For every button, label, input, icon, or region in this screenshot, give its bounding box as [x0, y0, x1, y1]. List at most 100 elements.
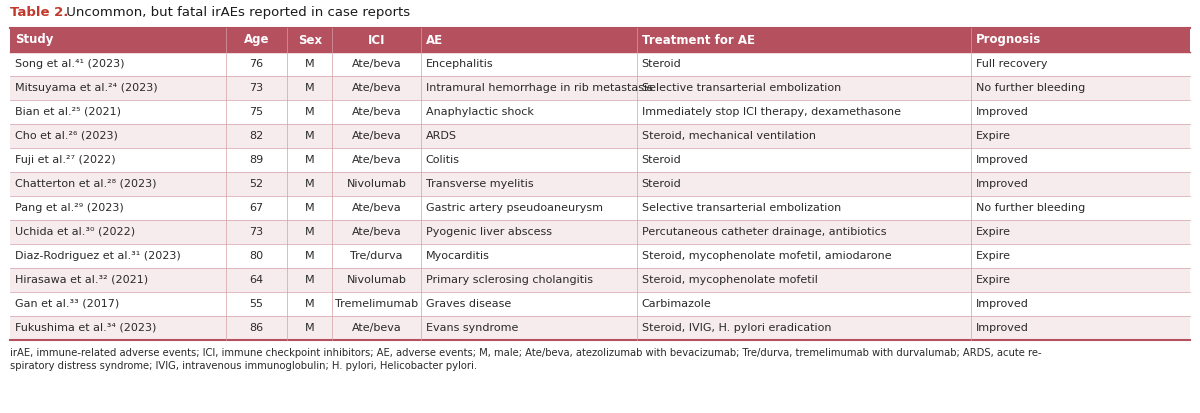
Text: Ate/beva: Ate/beva	[352, 131, 401, 141]
Text: Uchida et al.³⁰ (2022): Uchida et al.³⁰ (2022)	[14, 227, 136, 237]
Text: M: M	[305, 179, 314, 189]
Text: Fuji et al.²⁷ (2022): Fuji et al.²⁷ (2022)	[14, 155, 115, 165]
Bar	[10, 220, 1190, 244]
Text: Bian et al.²⁵ (2021): Bian et al.²⁵ (2021)	[14, 107, 121, 117]
Bar	[10, 316, 1190, 340]
Text: Improved: Improved	[976, 299, 1028, 309]
Text: Improved: Improved	[976, 323, 1028, 333]
Text: Tremelimumab: Tremelimumab	[335, 299, 418, 309]
Text: 73: 73	[250, 227, 264, 237]
Text: Immediately stop ICI therapy, dexamethasone: Immediately stop ICI therapy, dexamethas…	[642, 107, 900, 117]
Text: ARDS: ARDS	[426, 131, 457, 141]
Text: Steroid, mechanical ventilation: Steroid, mechanical ventilation	[642, 131, 816, 141]
Text: Fukushima et al.³⁴ (2023): Fukushima et al.³⁴ (2023)	[14, 323, 156, 333]
Text: Transverse myelitis: Transverse myelitis	[426, 179, 533, 189]
Text: Steroid, IVIG, H. pylori eradication: Steroid, IVIG, H. pylori eradication	[642, 323, 832, 333]
Text: 67: 67	[250, 203, 264, 213]
Text: M: M	[305, 59, 314, 69]
Text: Improved: Improved	[976, 179, 1028, 189]
Text: Ate/beva: Ate/beva	[352, 323, 401, 333]
Text: Cho et al.²⁶ (2023): Cho et al.²⁶ (2023)	[14, 131, 118, 141]
Text: Ate/beva: Ate/beva	[352, 107, 401, 117]
Text: 86: 86	[250, 323, 264, 333]
Bar	[10, 124, 1190, 148]
Text: Carbimazole: Carbimazole	[642, 299, 712, 309]
Text: Improved: Improved	[976, 155, 1028, 165]
Text: Age: Age	[244, 33, 269, 47]
Text: Steroid: Steroid	[642, 155, 682, 165]
Bar	[10, 76, 1190, 100]
Text: Ate/beva: Ate/beva	[352, 83, 401, 93]
Text: Pang et al.²⁹ (2023): Pang et al.²⁹ (2023)	[14, 203, 124, 213]
Text: 64: 64	[250, 275, 264, 285]
Text: No further bleeding: No further bleeding	[976, 203, 1085, 213]
Text: 76: 76	[250, 59, 264, 69]
Text: Percutaneous catheter drainage, antibiotics: Percutaneous catheter drainage, antibiot…	[642, 227, 886, 237]
Text: Anaphylactic shock: Anaphylactic shock	[426, 107, 534, 117]
Text: M: M	[305, 323, 314, 333]
Text: Table 2.: Table 2.	[10, 6, 68, 19]
Text: Song et al.⁴¹ (2023): Song et al.⁴¹ (2023)	[14, 59, 125, 69]
Text: Expire: Expire	[976, 275, 1010, 285]
Bar	[10, 172, 1190, 196]
Bar	[10, 268, 1190, 292]
Text: Nivolumab: Nivolumab	[347, 275, 407, 285]
Text: M: M	[305, 131, 314, 141]
Text: Steroid, mycophenolate mofetil, amiodarone: Steroid, mycophenolate mofetil, amiodaro…	[642, 251, 892, 261]
Text: 55: 55	[250, 299, 264, 309]
Text: M: M	[305, 251, 314, 261]
Text: No further bleeding: No further bleeding	[976, 83, 1085, 93]
Bar	[10, 244, 1190, 268]
Text: Improved: Improved	[976, 107, 1028, 117]
Text: Ate/beva: Ate/beva	[352, 59, 401, 69]
Text: Prognosis: Prognosis	[976, 33, 1040, 47]
Text: Full recovery: Full recovery	[976, 59, 1048, 69]
Text: Tre/durva: Tre/durva	[350, 251, 403, 261]
Text: Uncommon, but fatal irAEs reported in case reports: Uncommon, but fatal irAEs reported in ca…	[62, 6, 410, 19]
Text: Graves disease: Graves disease	[426, 299, 511, 309]
Text: Treatment for AE: Treatment for AE	[642, 33, 755, 47]
Text: M: M	[305, 227, 314, 237]
Text: AE: AE	[426, 33, 443, 47]
Text: M: M	[305, 83, 314, 93]
Text: Primary sclerosing cholangitis: Primary sclerosing cholangitis	[426, 275, 593, 285]
Text: Chatterton et al.²⁸ (2023): Chatterton et al.²⁸ (2023)	[14, 179, 156, 189]
Text: M: M	[305, 155, 314, 165]
Text: Evans syndrome: Evans syndrome	[426, 323, 518, 333]
Text: Intramural hemorrhage in rib metastasis: Intramural hemorrhage in rib metastasis	[426, 83, 653, 93]
Text: Colitis: Colitis	[426, 155, 460, 165]
Text: Nivolumab: Nivolumab	[347, 179, 407, 189]
Bar	[10, 292, 1190, 316]
Text: Ate/beva: Ate/beva	[352, 155, 401, 165]
Text: Hirasawa et al.³² (2021): Hirasawa et al.³² (2021)	[14, 275, 148, 285]
Text: Selective transarterial embolization: Selective transarterial embolization	[642, 203, 841, 213]
Text: 73: 73	[250, 83, 264, 93]
Text: Steroid: Steroid	[642, 59, 682, 69]
Text: Sex: Sex	[298, 33, 322, 47]
Text: M: M	[305, 107, 314, 117]
Text: irAE, immune-related adverse events; ICI, immune checkpoint inhibitors; AE, adve: irAE, immune-related adverse events; ICI…	[10, 348, 1042, 358]
Text: Ate/beva: Ate/beva	[352, 227, 401, 237]
Text: Study: Study	[14, 33, 53, 47]
Text: 82: 82	[250, 131, 264, 141]
Text: Myocarditis: Myocarditis	[426, 251, 490, 261]
Text: spiratory distress syndrome; IVIG, intravenous immunoglobulin; H. pylori, Helico: spiratory distress syndrome; IVIG, intra…	[10, 361, 478, 371]
Text: Diaz-Rodriguez et al.³¹ (2023): Diaz-Rodriguez et al.³¹ (2023)	[14, 251, 181, 261]
Text: 75: 75	[250, 107, 264, 117]
Bar	[10, 28, 1190, 52]
Text: Steroid, mycophenolate mofetil: Steroid, mycophenolate mofetil	[642, 275, 817, 285]
Text: M: M	[305, 203, 314, 213]
Bar	[10, 196, 1190, 220]
Text: 52: 52	[250, 179, 264, 189]
Text: Gastric artery pseudoaneurysm: Gastric artery pseudoaneurysm	[426, 203, 602, 213]
Text: 89: 89	[250, 155, 264, 165]
Bar	[10, 100, 1190, 124]
Text: Expire: Expire	[976, 131, 1010, 141]
Text: Ate/beva: Ate/beva	[352, 203, 401, 213]
Text: Gan et al.³³ (2017): Gan et al.³³ (2017)	[14, 299, 119, 309]
Text: Expire: Expire	[976, 227, 1010, 237]
Text: Expire: Expire	[976, 251, 1010, 261]
Text: Steroid: Steroid	[642, 179, 682, 189]
Text: M: M	[305, 275, 314, 285]
Text: M: M	[305, 299, 314, 309]
